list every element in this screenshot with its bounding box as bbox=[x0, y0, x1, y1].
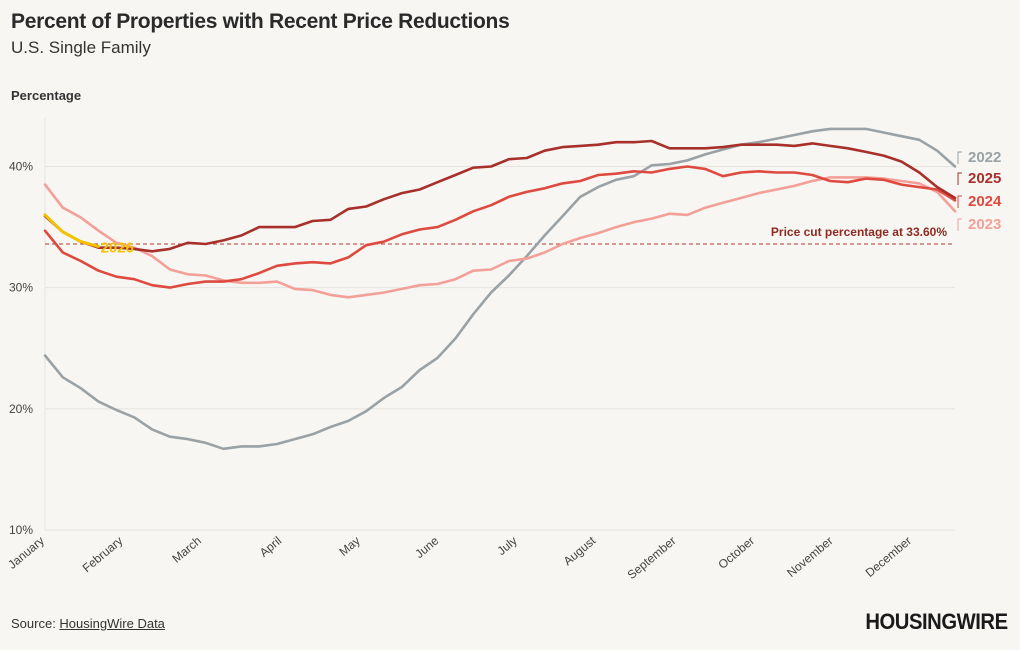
source-note: Source: HousingWire Data bbox=[11, 616, 165, 631]
x-tick-label: June bbox=[412, 533, 441, 561]
series-line-2025 bbox=[43, 139, 957, 253]
reference-line-label: Price cut percentage at 33.60% bbox=[771, 225, 947, 239]
end-label-connector bbox=[957, 151, 962, 164]
x-tick-label: August bbox=[561, 533, 599, 568]
gridlines bbox=[44, 118, 955, 531]
end-label-connector bbox=[957, 195, 962, 208]
brand-logo: HOUSINGWIRE bbox=[865, 609, 1009, 634]
x-tick-label: May bbox=[336, 534, 362, 559]
series-end-labels: 2022 2023 2024 2025 2026 bbox=[101, 149, 1002, 256]
x-tick-label: January bbox=[5, 534, 47, 572]
y-tick-label: 20% bbox=[9, 402, 33, 416]
series-end-label-2024: 2024 bbox=[968, 193, 1002, 210]
x-tick-label: September bbox=[625, 534, 679, 582]
x-tick-label: October bbox=[715, 534, 757, 572]
x-tick-label: December bbox=[863, 534, 914, 580]
x-axis-ticks: January February March April May June July Augu… bbox=[5, 533, 914, 582]
y-tick-label: 40% bbox=[9, 159, 33, 173]
chart-subtitle: U.S. Single Family bbox=[11, 38, 151, 57]
end-label-connector bbox=[957, 218, 962, 231]
y-axis-ticks: 10% 20% 30% 40% bbox=[9, 159, 33, 537]
reference-line-group: Price cut percentage at 33.60% bbox=[45, 225, 955, 245]
series-line-2022 bbox=[43, 127, 957, 451]
series-end-label-2026: 2026 bbox=[101, 239, 134, 256]
chart-title: Percent of Properties with Recent Price … bbox=[11, 10, 510, 33]
y-axis-label: Percentage bbox=[11, 88, 82, 103]
x-tick-label: March bbox=[169, 534, 204, 566]
end-label-connector bbox=[957, 172, 962, 185]
series-end-label-2025: 2025 bbox=[968, 170, 1001, 187]
source-link[interactable]: HousingWire Data bbox=[59, 616, 165, 631]
series-lines bbox=[43, 127, 957, 451]
y-tick-label: 10% bbox=[9, 523, 33, 537]
y-tick-label: 30% bbox=[9, 281, 33, 295]
x-tick-label: February bbox=[80, 534, 126, 576]
series-end-label-2022: 2022 bbox=[968, 149, 1001, 166]
source-label: Source: bbox=[11, 616, 60, 631]
series-line-2026 bbox=[43, 213, 100, 248]
x-tick-label: July bbox=[494, 534, 519, 558]
series-end-label-2023: 2023 bbox=[968, 216, 1001, 233]
series-line-2023 bbox=[43, 176, 957, 299]
series-line-2024 bbox=[43, 165, 957, 289]
x-tick-label: April bbox=[257, 534, 284, 560]
x-tick-label: November bbox=[784, 534, 835, 580]
